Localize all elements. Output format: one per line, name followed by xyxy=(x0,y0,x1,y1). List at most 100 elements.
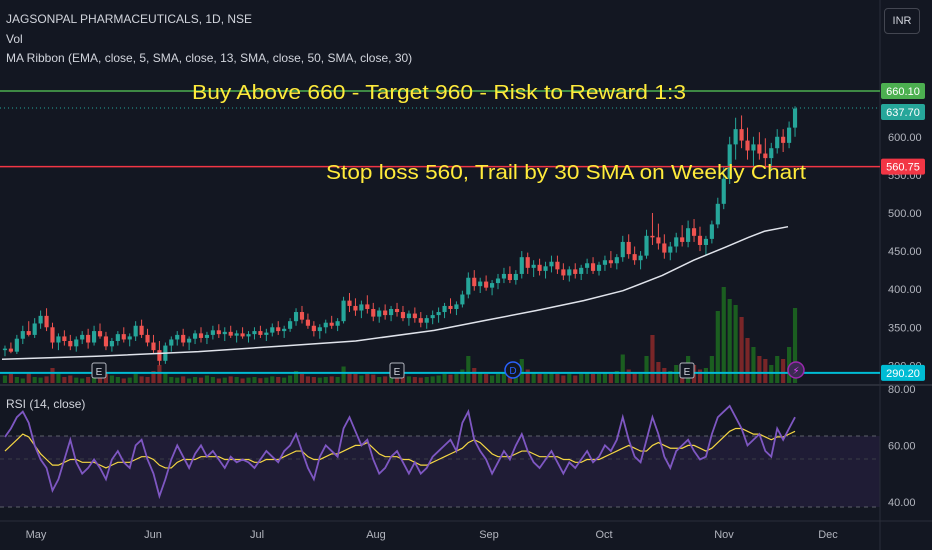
volume-bar xyxy=(216,378,221,383)
volume-bar xyxy=(460,369,465,383)
candle xyxy=(353,298,358,316)
currency-button[interactable]: INR xyxy=(884,8,920,34)
volume-bar xyxy=(288,375,293,383)
ma-ribbon-label[interactable]: MA Ribbon (EMA, close, 5, SMA, close, 13… xyxy=(6,51,413,65)
volume-bar xyxy=(442,374,447,383)
candle xyxy=(62,330,67,346)
candle xyxy=(270,323,275,337)
volume-bar xyxy=(317,377,322,383)
volume-bar xyxy=(733,305,738,383)
candle xyxy=(751,136,756,168)
candle xyxy=(44,308,49,332)
candle xyxy=(781,129,786,153)
candle xyxy=(347,292,352,313)
candle xyxy=(418,312,423,328)
symbol-title[interactable]: JAGSONPAL PHARMACEUTICALS, 1D, NSE xyxy=(6,12,253,26)
candle xyxy=(8,342,13,354)
volume-bar xyxy=(543,374,548,383)
candle xyxy=(430,310,435,325)
volume-bar xyxy=(507,374,512,383)
volume-bar xyxy=(626,369,631,383)
candle xyxy=(513,270,518,285)
candle xyxy=(721,167,726,210)
candle xyxy=(371,302,376,322)
volume-bar xyxy=(14,377,19,383)
candle xyxy=(697,226,703,252)
price-marker-label: 660.10 xyxy=(881,82,925,99)
time-axis[interactable]: May Jun Jul Aug Sep Oct Nov Dec xyxy=(26,529,839,541)
candlesticks xyxy=(2,106,798,366)
candle xyxy=(91,325,97,346)
volume-bar xyxy=(115,377,120,383)
volume-bar xyxy=(270,376,275,383)
svg-text:660.10: 660.10 xyxy=(886,86,920,98)
price-tick-label: 450.00 xyxy=(888,246,922,258)
candle xyxy=(680,225,685,247)
candle xyxy=(763,138,768,168)
rsi-label[interactable]: RSI (14, close) xyxy=(6,397,86,411)
volume-bar xyxy=(644,356,649,383)
volume-bars xyxy=(2,287,798,383)
volume-bar xyxy=(109,375,114,383)
volume-bar xyxy=(74,377,79,383)
volume-bar xyxy=(668,371,673,383)
svg-text:⚡: ⚡ xyxy=(792,366,799,377)
rsi-tick-label: 80.00 xyxy=(888,384,916,396)
volume-bar xyxy=(531,372,536,383)
price-axis[interactable]: 600.00550.00500.00450.00400.00350.00300.… xyxy=(888,132,922,373)
candle xyxy=(187,336,192,351)
volume-bar xyxy=(204,375,210,383)
candle xyxy=(632,246,637,265)
volume-bar xyxy=(228,376,233,383)
stoploss-annotation[interactable]: Stop loss 560, Trail by 30 SMA on Weekly… xyxy=(326,162,807,184)
volume-bar xyxy=(727,299,732,383)
svg-text:E: E xyxy=(394,367,401,378)
volume-bar xyxy=(371,374,376,383)
candle xyxy=(299,305,305,324)
headline-annotation[interactable]: Buy Above 660 - Target 960 - Risk to Rew… xyxy=(192,82,686,104)
candle xyxy=(329,315,334,329)
svg-text:E: E xyxy=(684,367,691,378)
candle xyxy=(757,132,762,160)
earnings-marker: E xyxy=(679,362,695,379)
volume-bar xyxy=(525,369,530,383)
candle xyxy=(531,260,536,277)
volume-bar xyxy=(567,374,572,383)
volume-bar xyxy=(293,371,299,383)
candle xyxy=(638,251,643,270)
volume-bar xyxy=(234,377,239,383)
volume-bar xyxy=(276,377,281,383)
candle xyxy=(80,331,85,345)
volume-bar xyxy=(620,354,625,383)
candle xyxy=(115,331,120,346)
time-tick-label: May xyxy=(26,529,47,541)
volume-bar xyxy=(62,377,67,383)
event-markers[interactable]: E E D E ⚡ xyxy=(91,361,805,379)
volume-bar xyxy=(781,359,786,383)
volume-indicator-label[interactable]: Vol xyxy=(6,32,23,46)
volume-bar xyxy=(484,374,489,383)
rsi-tick-label: 60.00 xyxy=(888,440,916,452)
candle xyxy=(495,273,501,290)
volume-bar xyxy=(394,377,400,383)
candle xyxy=(282,325,287,338)
svg-text:290.20: 290.20 xyxy=(886,368,920,380)
price-level-lines[interactable] xyxy=(0,90,880,374)
candle xyxy=(86,328,91,349)
candle xyxy=(240,327,245,339)
volume-bar xyxy=(495,374,501,383)
candle xyxy=(436,307,441,323)
volume-bar xyxy=(68,375,73,383)
candle xyxy=(460,290,465,308)
candle xyxy=(507,266,512,284)
volume-bar xyxy=(2,375,8,383)
candle xyxy=(276,321,281,335)
candle xyxy=(412,307,417,323)
rsi-axis[interactable]: 80.00 60.00 40.00 xyxy=(888,384,916,509)
candle xyxy=(258,325,263,338)
volume-bar xyxy=(377,377,382,383)
candle xyxy=(222,327,227,341)
candle xyxy=(691,219,697,242)
candle xyxy=(252,327,257,340)
